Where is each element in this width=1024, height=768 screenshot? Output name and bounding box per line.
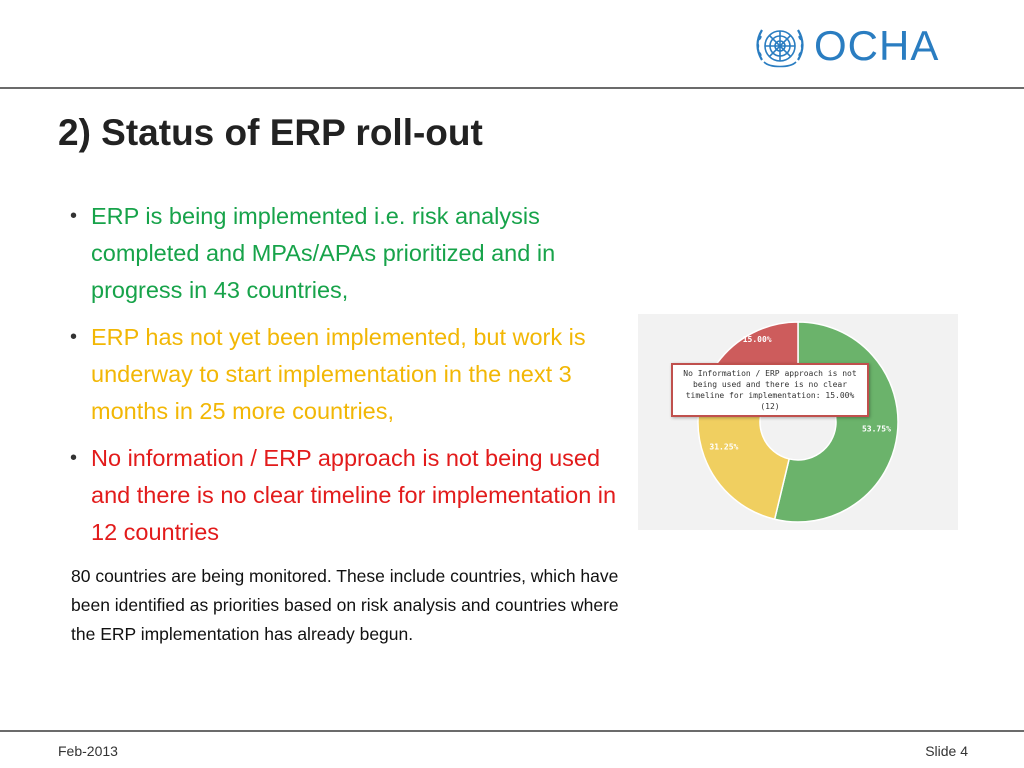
slice-label: 31.25% [709,442,738,451]
bullet-implemented: ERP is being implemented i.e. risk analy… [70,198,630,309]
tooltip-line: timeline for implementation: 15.00% [685,391,855,400]
footer-divider [0,730,1024,732]
tooltip-line: No Information / ERP approach is not [683,369,857,378]
header-divider [0,87,1024,89]
status-bullet-list: ERP is being implemented i.e. risk analy… [70,198,630,561]
footer-date: Feb-2013 [58,743,118,759]
monitoring-note: 80 countries are being monitored. These … [71,566,619,644]
un-emblem-icon [756,29,804,68]
slice-label: 53.75% [862,424,891,433]
ocha-logo: OCHA [752,18,939,74]
erp-status-chart: 53.75% 31.25% 15.00% [638,314,958,530]
bullet-in-progress: ERP has not yet been implemented, but wo… [70,319,630,430]
slice-label: 15.00% [743,335,772,344]
slide-header: OCHA [0,0,1024,88]
slide-title: 2) Status of ERP roll-out [58,112,483,153]
tooltip-line: (12) [760,402,780,411]
slide-number: Slide 4 [925,743,968,759]
bullet-no-information: No information / ERP approach is not bei… [70,440,630,551]
donut-chart: 53.75% 31.25% 15.00% [697,321,899,523]
chart-tooltip: No Information / ERP approach is not bei… [671,363,869,417]
tooltip-line: being used and there is no clear [692,380,848,389]
logo-wordmark: OCHA [814,22,940,69]
